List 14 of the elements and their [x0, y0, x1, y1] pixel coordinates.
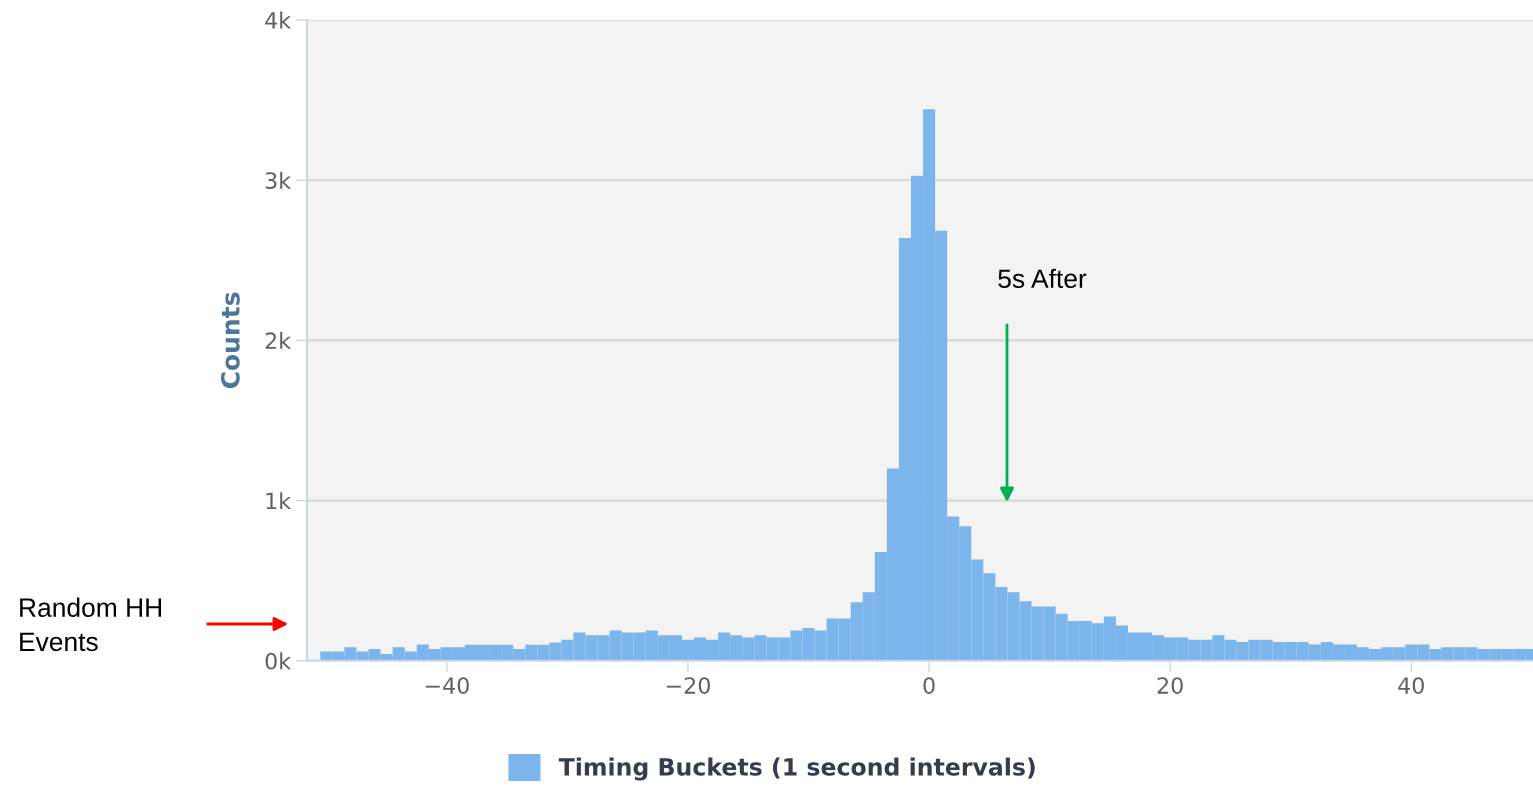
y-tick-label: 3k: [265, 171, 292, 189]
y-axis-title: Counts: [220, 292, 240, 389]
x-tick-label: 40: [1398, 677, 1424, 694]
y-tick-label: 2k: [265, 331, 292, 349]
y-tick-label: 1k: [266, 492, 292, 510]
legend-label: Timing Buckets (1 second intervals): [558, 757, 1035, 781]
x-tick-label: −40: [425, 677, 469, 694]
x-tick-label: −20: [666, 677, 710, 694]
annotation: 5s After: [998, 268, 1087, 289]
x-tick-label: 0: [923, 677, 935, 694]
y-tick-label: 0k: [265, 652, 292, 670]
x-tick-label: 20: [1157, 677, 1183, 694]
text: Random HH Events: [20, 597, 162, 652]
y-tick-label: 4k: [265, 11, 292, 29]
